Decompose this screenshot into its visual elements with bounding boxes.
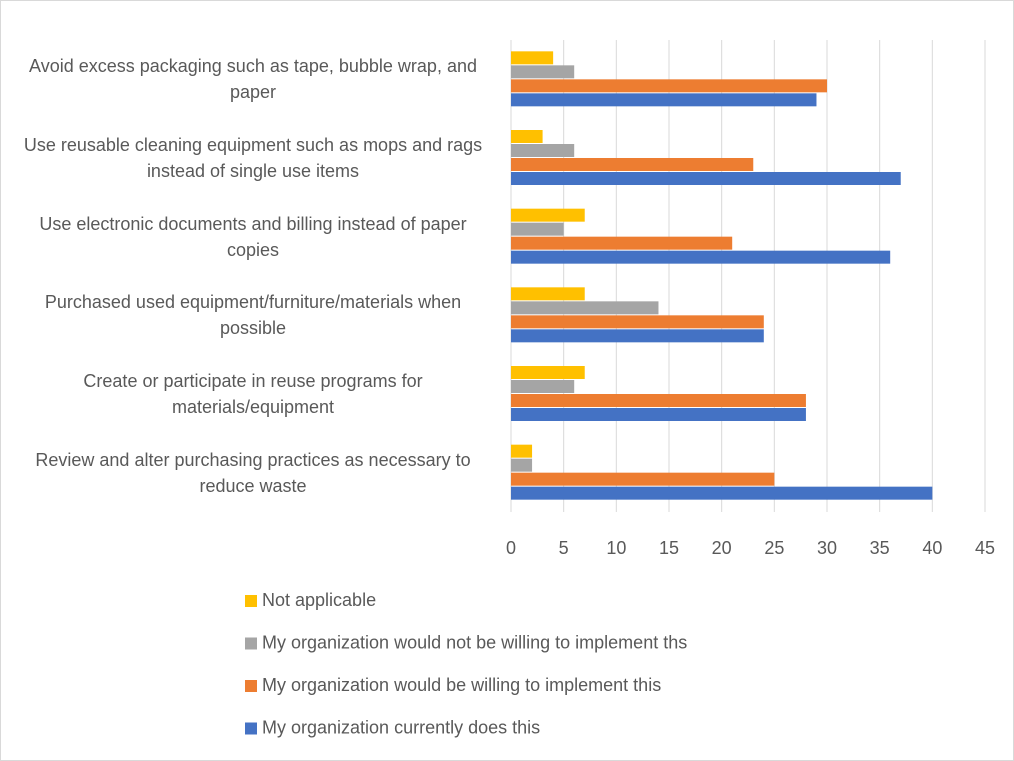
bar [511,222,564,236]
bar [511,408,806,421]
bar [511,394,806,407]
legend-swatch [245,637,257,650]
legend-swatch [245,722,257,735]
bar [511,287,585,301]
bar [511,315,764,329]
bar [511,472,775,486]
bar [511,93,817,107]
bar [511,130,543,143]
bar [511,301,659,315]
bar [511,144,575,157]
bar [511,458,533,472]
x-tick-label: 0 [506,538,516,558]
bar [511,208,585,222]
bar [511,79,827,93]
bar [511,250,891,264]
legend-label: My organization currently does this [262,717,540,737]
bar [511,444,533,458]
bar [511,172,901,185]
x-tick-label: 5 [559,538,569,558]
bar [511,329,764,343]
category-label: Use reusable cleaning equipment such as … [23,135,483,181]
bar [511,380,575,393]
x-tick-label: 25 [764,538,784,558]
legend-swatch [245,680,257,692]
category-label: Create or participate in reuse programs … [83,371,423,417]
x-tick-label: 15 [659,538,679,558]
bar [511,486,933,500]
x-tick-label: 30 [817,538,837,558]
x-tick-label: 35 [870,538,890,558]
legend-label: Not applicable [262,590,376,610]
bar [511,51,554,65]
x-tick-label: 45 [975,538,995,558]
legend-label: My organization would be willing to impl… [262,675,661,695]
category-label: Use electronic documents and billing ins… [39,213,467,260]
legend-label: My organization would not be willing to … [262,632,687,652]
bar [511,366,585,379]
legend-swatch [245,595,257,607]
category-label: Purchased used equipment/furniture/mater… [44,292,462,339]
bar [511,65,575,79]
category-label: Avoid excess packaging such as tape, bub… [29,56,477,103]
bar [511,158,754,171]
bar [511,236,733,250]
x-tick-label: 20 [712,538,732,558]
category-label: Review and alter purchasing practices as… [35,449,471,496]
x-tick-label: 10 [606,538,626,558]
x-tick-label: 40 [922,538,942,558]
